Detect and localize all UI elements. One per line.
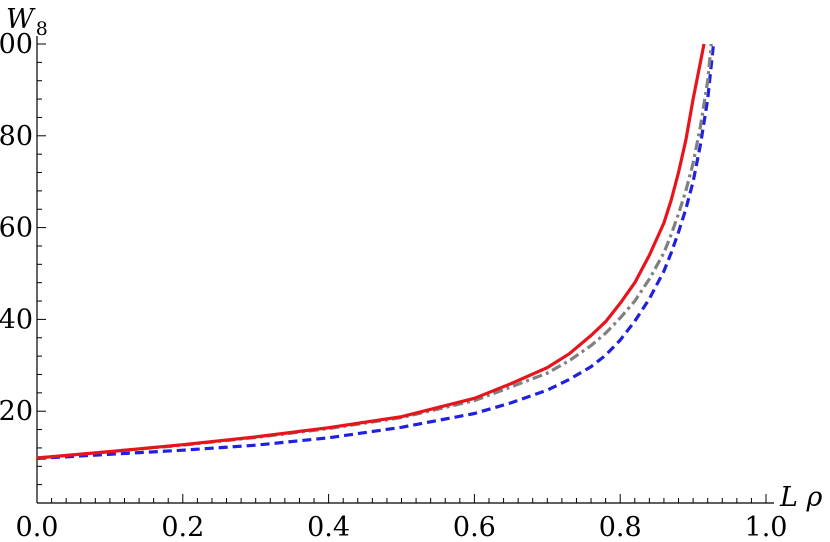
y-axis-label-main: W	[6, 4, 36, 35]
axes: 0.0 0.2 0.4 0.6 0.8 1.0 20 40 60 80 100	[0, 29, 787, 542]
y-tick-label: 40	[0, 304, 33, 335]
x-tick-label: 1.0	[745, 512, 788, 542]
x-tick-label: 0.6	[453, 512, 496, 542]
y-tick-label: 20	[0, 396, 33, 427]
x-axis-label: L ρ	[779, 482, 823, 513]
series-layer	[36, 43, 716, 461]
series-line-1	[36, 43, 706, 460]
y-axis-label-subscript: 8	[36, 18, 48, 40]
series-line-3	[36, 43, 716, 461]
y-tick-label: 100	[0, 29, 33, 60]
y-tick-label: 80	[0, 121, 33, 152]
y-tick-label: 60	[0, 213, 33, 244]
x-tick-label: 0.4	[307, 512, 350, 542]
series-line-2	[36, 43, 713, 460]
x-tick-label: 0.8	[599, 512, 642, 542]
x-tick-label: 0.0	[16, 512, 59, 542]
x-ticks: 0.0 0.2 0.4 0.6 0.8 1.0	[16, 494, 788, 542]
x-tick-label: 0.2	[161, 512, 204, 542]
y-ticks: 20 40 60 80 100	[0, 29, 46, 486]
